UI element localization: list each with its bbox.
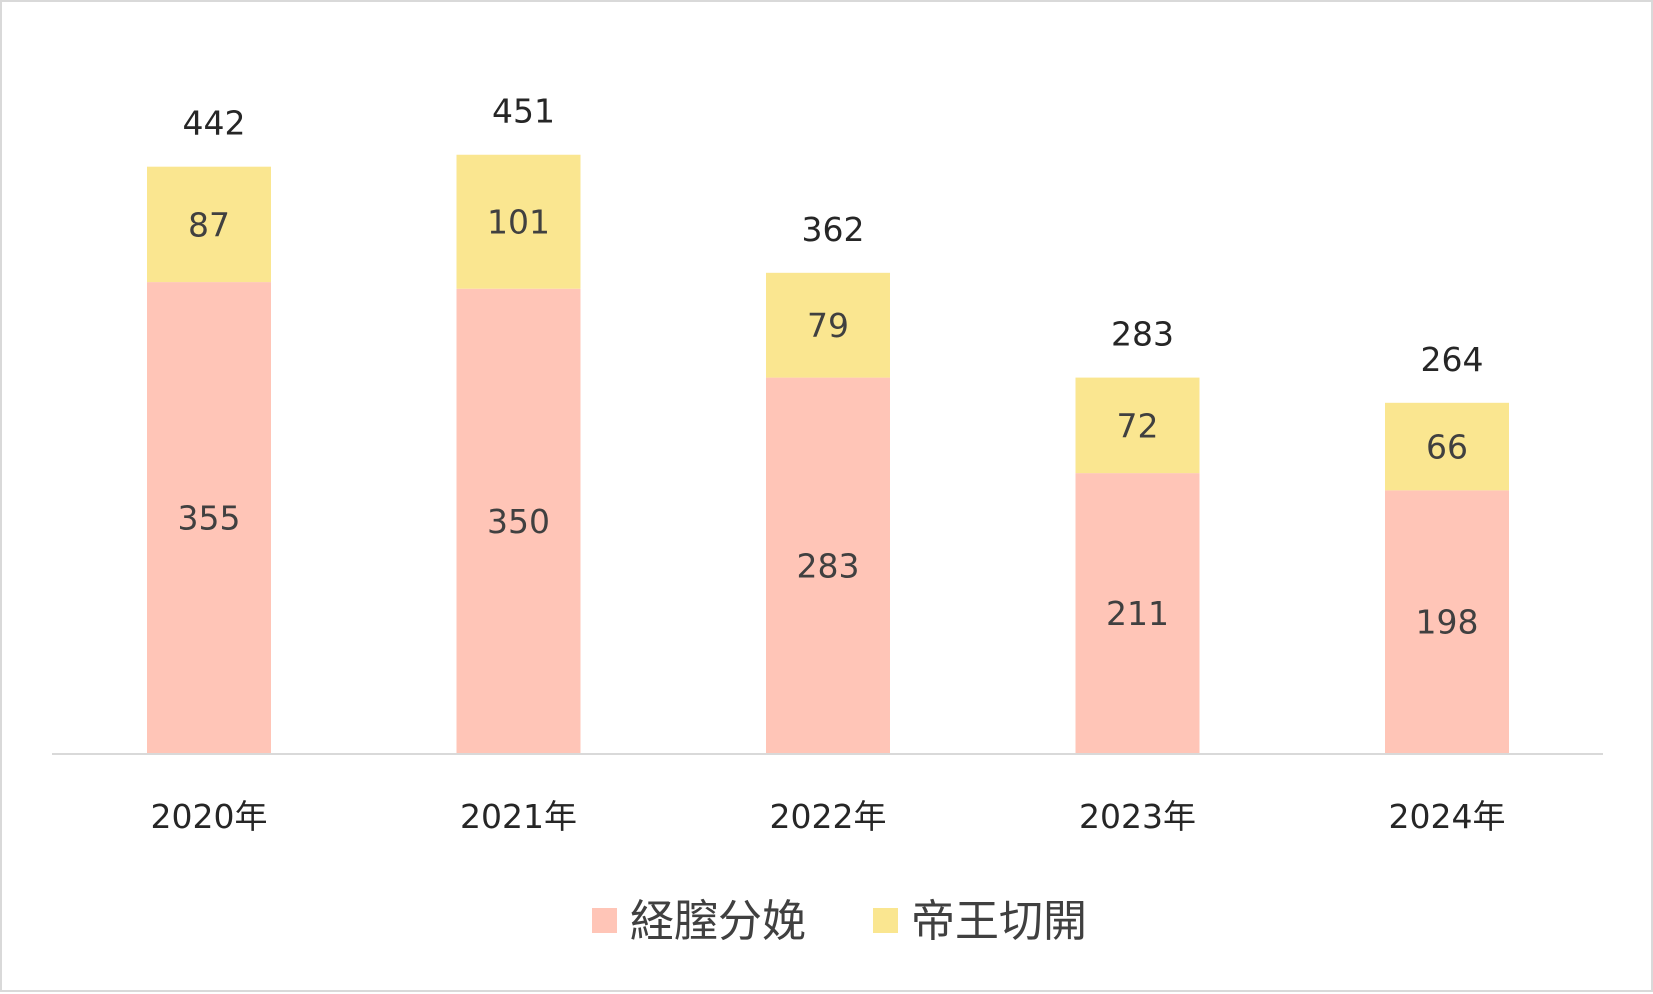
x-tick-label-3: 2023年	[1079, 797, 1196, 836]
legend-item-cesarean: 帝王切開	[873, 896, 1087, 947]
x-tick-label-4: 2024年	[1389, 797, 1506, 836]
bar-vaginal-2	[766, 377, 890, 753]
bar-vaginal-3	[1075, 473, 1200, 753]
bar-vaginal-1	[456, 288, 581, 753]
legend-swatch-1	[873, 908, 898, 933]
labels-layer: 355 87 442 2020年 350 101 451 2021年 283 79 362 2022年…	[151, 92, 1506, 836]
total-label-0: 442	[183, 104, 246, 143]
bar-cesarean-3	[1075, 377, 1200, 474]
bar-vaginal-4	[1385, 490, 1509, 753]
bars-layer	[147, 154, 1509, 753]
x-tick-label-0: 2020年	[151, 797, 268, 836]
data-label-vaginal-2: 283	[797, 546, 860, 585]
bar-vaginal-0	[147, 282, 271, 753]
total-label-3: 283	[1111, 315, 1174, 354]
legend: 経膣分娩 帝王切開	[592, 896, 1087, 947]
data-label-vaginal-4: 198	[1416, 603, 1479, 642]
data-label-vaginal-3: 211	[1106, 594, 1169, 633]
total-label-1: 451	[492, 92, 555, 131]
data-label-vaginal-0: 355	[178, 499, 241, 538]
data-label-cesarean-2: 79	[807, 306, 849, 345]
data-label-cesarean-3: 72	[1117, 406, 1159, 445]
total-label-2: 362	[802, 210, 865, 249]
legend-swatch-0	[592, 908, 617, 933]
data-label-cesarean-1: 101	[487, 203, 550, 242]
legend-label-0: 経膣分娩	[630, 896, 806, 947]
data-label-cesarean-4: 66	[1426, 428, 1468, 467]
data-label-vaginal-1: 350	[487, 502, 550, 541]
legend-label-1: 帝王切開	[911, 896, 1087, 947]
bar-cesarean-1	[456, 154, 581, 289]
legend-item-vaginal: 経膣分娩	[592, 896, 806, 947]
data-label-cesarean-0: 87	[188, 205, 230, 244]
total-label-4: 264	[1421, 340, 1484, 379]
bar-cesarean-4	[1385, 402, 1509, 491]
bar-cesarean-2	[766, 272, 890, 378]
x-tick-label-2: 2022年	[770, 797, 887, 836]
x-tick-label-1: 2021年	[460, 797, 577, 836]
bar-cesarean-0	[147, 166, 271, 283]
